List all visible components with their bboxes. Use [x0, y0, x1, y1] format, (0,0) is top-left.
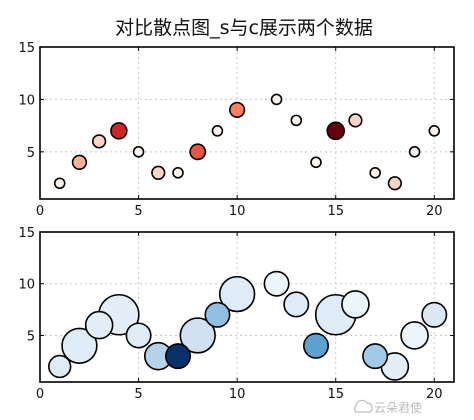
x-tick-label: 5 — [134, 204, 142, 219]
x-tick-label: 10 — [229, 204, 246, 219]
scatter-panel-top: 0 5 10 15 20 5 10 15 — [18, 41, 455, 219]
scatter-point — [362, 343, 389, 370]
scatter-point — [179, 317, 216, 354]
scatter-point — [369, 166, 381, 179]
scatter-point — [125, 322, 152, 349]
scatter-point — [229, 101, 246, 118]
scatter-point — [326, 121, 346, 141]
scatter-point — [283, 291, 310, 318]
scatter-point — [48, 354, 72, 379]
scatter-panel-bottom: 0 5 10 15 20 5 10 15 — [18, 226, 455, 402]
scatter-point — [189, 143, 207, 161]
scatter-point — [151, 165, 166, 180]
scatter-point — [84, 310, 114, 340]
y-tick-label: 5 — [27, 329, 35, 344]
watermark-icon — [354, 399, 373, 413]
scatter-point — [172, 166, 184, 179]
scatter-point — [421, 301, 448, 328]
scatter-point — [400, 321, 429, 350]
x-tick-label: 5 — [134, 387, 142, 402]
watermark: 云朵君使 — [354, 399, 422, 415]
x-tick-label: 0 — [36, 387, 44, 402]
scatter-point — [290, 114, 303, 127]
scatter-point — [387, 176, 402, 191]
y-tick-label: 15 — [18, 226, 35, 241]
x-tick-label: 15 — [327, 204, 344, 219]
axes-frame — [39, 231, 455, 383]
scatter-point — [428, 125, 441, 137]
scatter-point — [110, 122, 128, 140]
scatter-point — [53, 177, 66, 190]
x-tick-label: 20 — [426, 387, 443, 402]
scatter-point — [61, 327, 98, 364]
scatter-point — [132, 146, 145, 158]
x-tick-label: 20 — [426, 204, 443, 219]
chart-title: 对比散点图_s与c展示两个数据 — [115, 17, 373, 39]
scatter-point — [408, 146, 421, 158]
scatter-point — [310, 156, 322, 169]
scatter-point — [204, 301, 231, 328]
scatter-point — [263, 270, 290, 297]
y-tick-label: 5 — [27, 146, 35, 161]
x-tick-label: 15 — [327, 387, 344, 402]
scatter-point — [302, 332, 329, 359]
y-tick-label: 10 — [18, 278, 35, 293]
x-tick-label: 10 — [229, 387, 246, 402]
x-tick-label: 0 — [36, 204, 44, 219]
scatter-point — [71, 154, 88, 170]
scatter-point — [270, 93, 283, 106]
scatter-point — [92, 134, 107, 149]
scatter-point — [218, 275, 256, 313]
y-tick-label: 10 — [18, 93, 35, 108]
y-tick-label: 15 — [18, 41, 35, 56]
scatter-point — [341, 290, 370, 319]
scatter-point — [211, 125, 224, 137]
scatter-point — [348, 113, 363, 128]
axes-frame — [39, 46, 455, 200]
scatter-point — [165, 343, 192, 370]
watermark-text: 云朵君使 — [374, 400, 422, 415]
